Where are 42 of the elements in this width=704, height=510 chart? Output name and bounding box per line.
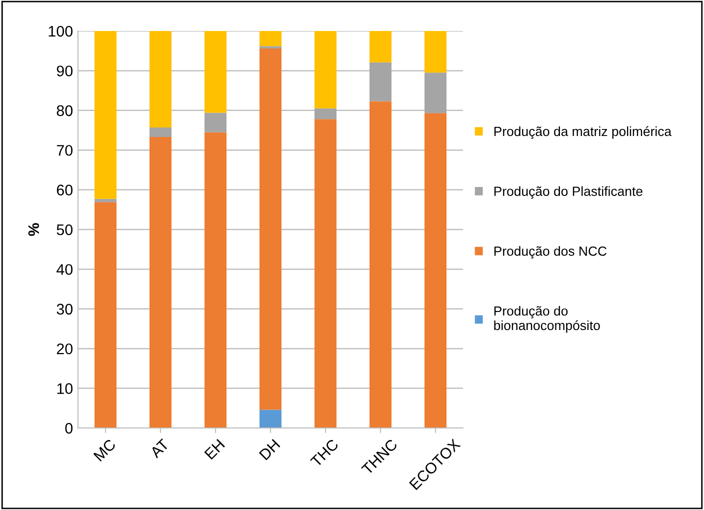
bar <box>314 119 336 428</box>
y-tick-label: 50 <box>56 224 73 236</box>
bar <box>424 113 446 428</box>
bar <box>314 108 336 120</box>
bar <box>260 48 282 410</box>
x-tick-label: DH <box>258 439 280 460</box>
y-axis-title: % <box>28 223 40 236</box>
y-tick-label: 60 <box>56 184 73 196</box>
legend-label: Produção do Plastificante <box>494 186 642 199</box>
y-tick-label: 70 <box>56 144 73 156</box>
bar <box>314 31 336 108</box>
bar <box>150 127 172 137</box>
y-tick-label: 20 <box>56 343 73 354</box>
bar <box>150 137 172 428</box>
y-tick-label: 40 <box>56 264 73 275</box>
bar <box>94 202 116 428</box>
bar <box>424 31 446 73</box>
legend-label: Produção dos NCC <box>494 246 607 258</box>
bar <box>260 410 282 428</box>
bar <box>370 31 392 62</box>
legend-label: Produção do bionanocompósito <box>494 306 600 333</box>
y-tick-label: 10 <box>57 383 73 394</box>
bar <box>370 62 392 102</box>
x-tick-label: MC <box>93 438 116 462</box>
bar <box>204 31 226 113</box>
x-tick-label: THC <box>310 438 340 468</box>
y-tick-label: 80 <box>56 105 73 116</box>
bar <box>260 31 282 46</box>
y-tick-label: 30 <box>56 304 73 315</box>
bar <box>94 31 116 199</box>
bar <box>150 31 172 128</box>
y-tick-label: 90 <box>56 66 73 76</box>
legend-label: Produção da matriz polimérica <box>494 126 672 139</box>
bar <box>204 112 226 132</box>
bar <box>204 132 226 428</box>
x-tick-label: AT <box>149 438 170 459</box>
bar <box>94 198 116 202</box>
x-tick-label: EH <box>204 439 225 460</box>
y-tick-label: 0 <box>65 422 73 434</box>
bar <box>424 72 446 114</box>
y-tick-label: 100 <box>48 26 73 37</box>
bar <box>370 101 392 428</box>
